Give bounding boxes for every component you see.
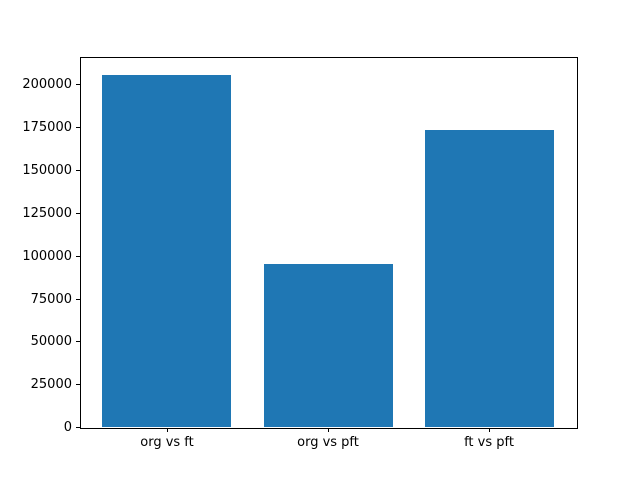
- x-tick-label: org vs pft: [297, 435, 359, 450]
- y-tick-mark: [76, 341, 80, 342]
- y-tick-mark: [76, 256, 80, 257]
- bar-org-vs-ft: [102, 75, 231, 427]
- y-tick-label: 75000: [30, 292, 72, 307]
- x-tick-mark: [328, 428, 329, 432]
- x-tick-label: org vs ft: [140, 435, 194, 450]
- y-tick-mark: [76, 427, 80, 428]
- y-tick-mark: [76, 299, 80, 300]
- y-tick-mark: [76, 213, 80, 214]
- y-tick-mark: [76, 384, 80, 385]
- y-tick-label: 200000: [22, 77, 72, 92]
- y-tick-label: 100000: [22, 249, 72, 264]
- x-tick-label: ft vs pft: [464, 435, 514, 450]
- y-tick-label: 0: [63, 420, 72, 435]
- bar-org-vs-pft: [264, 264, 393, 427]
- y-tick-mark: [76, 127, 80, 128]
- y-tick-label: 125000: [22, 206, 72, 221]
- bar-ft-vs-pft: [425, 130, 554, 427]
- y-tick-label: 175000: [22, 120, 72, 135]
- x-tick-mark: [167, 428, 168, 432]
- x-tick-mark: [489, 428, 490, 432]
- y-tick-mark: [76, 84, 80, 85]
- y-tick-label: 50000: [30, 334, 72, 349]
- y-tick-label: 25000: [30, 377, 72, 392]
- y-tick-label: 150000: [22, 163, 72, 178]
- y-tick-mark: [76, 170, 80, 171]
